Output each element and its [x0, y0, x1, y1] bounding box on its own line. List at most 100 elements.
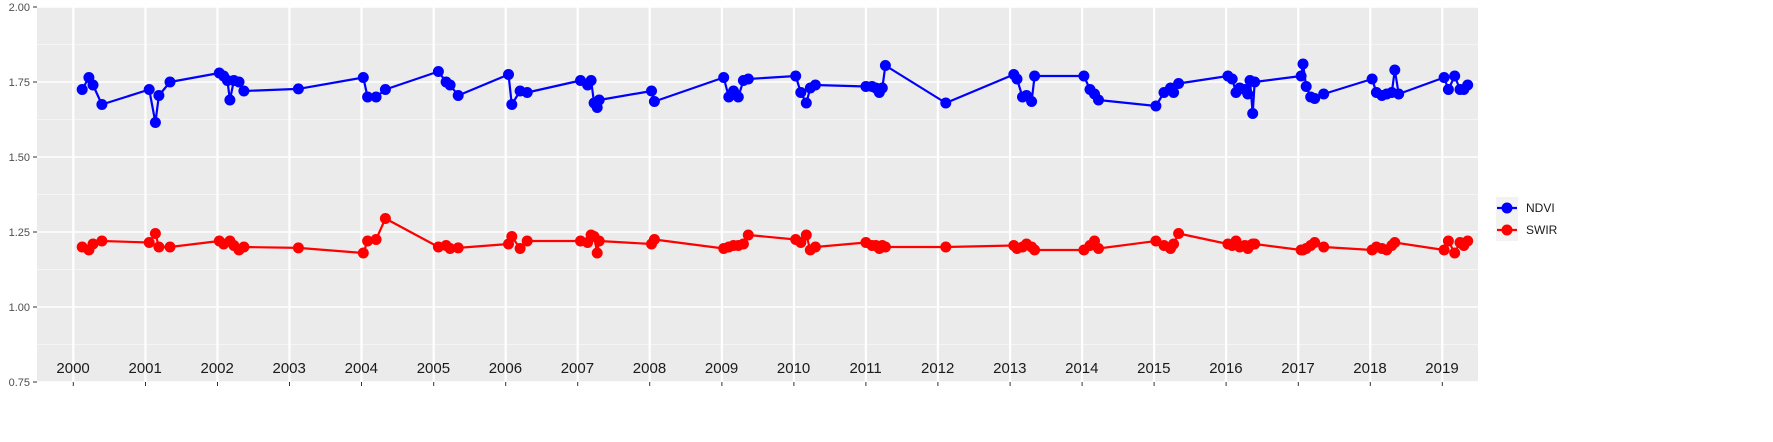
year-label: 2009	[705, 360, 738, 377]
y-axis: 0.75 1.00 1.25 1.50 1.75 2.00	[9, 2, 37, 389]
minor-gridlines	[37, 44, 1478, 345]
data-point-ndvi	[718, 72, 730, 83]
year-label: 2015	[1137, 360, 1170, 377]
data-point-swir	[879, 241, 891, 253]
year-labels: 2000 2001 2002 2003 2004 2005 2006 2007 2008 2009…	[56, 360, 1458, 377]
year-label: 2002	[201, 360, 234, 377]
data-point-swir	[379, 213, 391, 224]
x-axis	[72, 382, 1443, 386]
year-label: 2017	[1281, 360, 1314, 377]
data-point-swir	[1442, 235, 1454, 247]
data-point-ndvi	[1173, 78, 1185, 89]
y-tick-label: 1.25	[9, 227, 30, 239]
data-point-swir	[591, 247, 603, 259]
data-point-swir	[1029, 244, 1041, 256]
data-point-ndvi	[1242, 88, 1254, 100]
data-point-swir	[1168, 238, 1180, 250]
year-label: 2003	[273, 360, 306, 377]
data-point-ndvi	[879, 60, 891, 71]
data-point-ndvi	[224, 94, 236, 106]
data-point-swir	[96, 235, 108, 247]
data-point-ndvi	[1309, 93, 1321, 104]
y-tick-label: 1.50	[9, 152, 30, 164]
data-point-swir	[1318, 241, 1330, 253]
data-point-swir	[737, 238, 749, 250]
data-point-ndvi	[1297, 58, 1309, 70]
year-label: 2008	[633, 360, 666, 377]
data-point-swir	[238, 241, 250, 253]
legend-label-swir: SWIR	[1526, 223, 1558, 237]
data-point-swir	[1389, 237, 1401, 248]
data-point-swir	[1249, 238, 1261, 250]
legend-label-ndvi: NDVI	[1526, 201, 1555, 215]
legend: NDVI SWIR	[1496, 197, 1558, 241]
data-point-swir	[1449, 247, 1461, 259]
data-point-ndvi	[1438, 72, 1450, 83]
data-point-ndvi	[1093, 94, 1104, 106]
data-point-ndvi	[444, 79, 456, 91]
data-point-swir	[514, 243, 526, 254]
data-point-swir	[648, 234, 660, 245]
data-point-ndvi	[1078, 70, 1090, 82]
data-point-ndvi	[452, 90, 464, 101]
data-point-swir	[87, 238, 99, 250]
data-point-ndvi	[503, 69, 514, 80]
data-point-swir	[1309, 237, 1321, 248]
data-point-swir	[292, 242, 304, 254]
data-point-ndvi	[593, 94, 605, 106]
data-point-ndvi	[940, 97, 952, 109]
data-point-ndvi	[362, 91, 374, 103]
data-point-swir	[1150, 235, 1162, 247]
data-point-ndvi	[1389, 64, 1401, 76]
data-point-swir	[143, 237, 155, 248]
data-point-ndvi	[876, 82, 888, 94]
data-point-swir	[149, 228, 161, 239]
year-label: 2013	[993, 360, 1026, 377]
major-gridlines-y	[37, 6, 1478, 383]
data-point-ndvi	[648, 96, 660, 107]
data-point-ndvi	[646, 85, 657, 97]
data-point-ndvi	[143, 84, 155, 95]
data-point-ndvi	[1442, 84, 1454, 95]
y-tick-label: 2.00	[9, 2, 30, 14]
data-point-ndvi	[742, 73, 754, 85]
data-point-ndvi	[164, 76, 176, 88]
data-point-swir	[1173, 228, 1185, 239]
year-label: 2011	[849, 360, 881, 377]
data-point-ndvi	[1029, 70, 1041, 82]
data-point-ndvi	[149, 117, 161, 128]
data-point-swir	[506, 231, 518, 242]
data-point-swir	[444, 243, 456, 254]
year-label: 2005	[417, 360, 450, 377]
data-point-ndvi	[506, 99, 518, 110]
data-point-ndvi	[1393, 88, 1405, 100]
data-point-ndvi	[1300, 81, 1312, 92]
data-point-ndvi	[432, 66, 444, 77]
data-point-ndvi	[1011, 73, 1023, 85]
year-label: 2004	[345, 360, 378, 377]
data-point-ndvi	[1226, 73, 1238, 85]
data-point-swir	[1093, 243, 1104, 254]
data-point-ndvi	[238, 85, 250, 97]
data-point-ndvi	[795, 87, 807, 98]
data-point-ndvi	[1295, 70, 1307, 82]
year-label: 2012	[921, 360, 954, 377]
data-point-ndvi	[1366, 73, 1378, 85]
data-point-swir	[809, 241, 821, 253]
year-label: 2001	[129, 360, 162, 377]
year-label: 2016	[1209, 360, 1242, 377]
year-label: 2019	[1425, 360, 1458, 377]
data-point-swir	[940, 241, 952, 253]
legend-key-point	[1501, 202, 1513, 214]
year-label: 2014	[1065, 360, 1098, 377]
data-point-swir	[153, 241, 165, 253]
data-point-swir	[362, 235, 374, 247]
data-point-ndvi	[1168, 87, 1180, 98]
y-tick-label: 0.75	[9, 377, 30, 389]
data-point-ndvi	[292, 83, 304, 95]
data-point-ndvi	[809, 79, 821, 91]
data-point-ndvi	[153, 90, 165, 101]
data-point-swir	[164, 241, 176, 253]
